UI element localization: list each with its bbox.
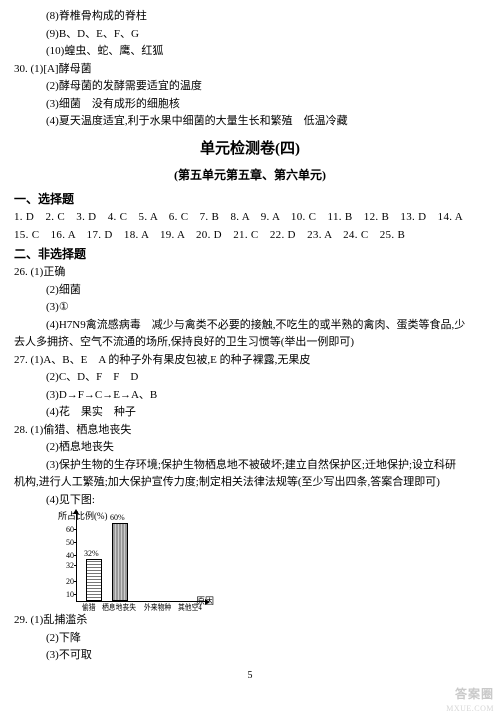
q-line-2: (3)① <box>14 299 486 316</box>
top-line-4: (2)酵母菌的发酵需要适宜的温度 <box>14 78 486 95</box>
bar-label-0: 32% <box>84 548 99 560</box>
top-line-2: (10)蝗虫、蛇、鹰、红狐 <box>14 43 486 60</box>
mc-row-0: 1. D 2. C 3. D 4. C 5. A 6. C 7. B 8. A … <box>14 209 486 226</box>
section-1-heading: 一、选择题 <box>14 190 486 208</box>
xtick-2: 外来物种 <box>144 602 171 614</box>
q-line-7: (3)D→F→C→E→A、B <box>14 387 486 404</box>
q-line-0: 26. (1)正确 <box>14 264 486 281</box>
ytick-5: 10 <box>54 589 74 601</box>
q-line-13: (4)见下图: <box>14 492 486 509</box>
section-2-heading: 二、非选择题 <box>14 245 486 263</box>
q-line-1: (2)细菌 <box>14 282 486 299</box>
xtick-1: 栖息地丧失 <box>102 602 136 614</box>
unit-subtitle: (第五单元第五章、第六单元) <box>14 166 486 184</box>
bar-label-1: 60% <box>110 512 125 524</box>
ytick-3: 32 <box>54 560 74 572</box>
ytick-mark-1 <box>74 542 77 543</box>
ytick-mark-4 <box>74 581 77 582</box>
bar-chart: 所占比例(%) 605040322010 32%60% 偷猎栖息地丧失外来物种其… <box>46 512 486 608</box>
unit-title: 单元检测卷(四) <box>14 138 486 161</box>
ytick-4: 20 <box>54 576 74 588</box>
watermark-url: MXUE.COM <box>446 703 494 715</box>
page-number: 5 <box>14 668 486 683</box>
q-line-6: (2)C、D、F F D <box>14 369 486 386</box>
top-line-5: (3)细菌 没有成形的细胞核 <box>14 96 486 113</box>
top-line-6: (4)夏天温度适宜,利于水果中细菌的大量生长和繁殖 低温冷藏 <box>14 113 486 130</box>
ytick-mark-3 <box>74 565 77 566</box>
chart-xlabel: 原因 <box>196 595 214 609</box>
ytick-mark-2 <box>74 555 77 556</box>
chart-ylabel: 所占比例(%) <box>58 510 108 524</box>
q-line-3: (4)H7N9禽流感病毒 减少与禽类不必要的接触,不吃生的或半熟的禽肉、蛋类等食… <box>14 317 486 334</box>
after-line-1: (2)下降 <box>14 630 486 647</box>
watermark: 答案圈 <box>455 685 494 703</box>
q-line-4: 去人多拥挤、空气不流通的场所,保持良好的卫生习惯等(举出一例即可) <box>14 334 486 351</box>
ytick-mark-0 <box>74 529 77 530</box>
after-line-0: 29. (1)乱捕滥杀 <box>14 612 486 629</box>
q-line-12: 机构,进行人工繁殖;加大保护宣传力度;制定相关法律法规等(至少写出四条,答案合理… <box>14 474 486 491</box>
top-line-1: (9)B、D、E、F、G <box>14 26 486 43</box>
mc-row-1: 15. C 16. A 17. D 18. A 19. A 20. D 21. … <box>14 227 486 244</box>
after-line-2: (3)不可取 <box>14 647 486 664</box>
q-line-9: 28. (1)偷猎、栖息地丧失 <box>14 422 486 439</box>
q-line-11: (3)保护生物的生存环境;保护生物栖息地不被破坏;建立自然保护区;迁地保护;设立… <box>14 457 486 474</box>
xtick-0: 偷猎 <box>82 602 96 614</box>
bar-1 <box>112 523 128 601</box>
q-line-10: (2)栖息地丧失 <box>14 439 486 456</box>
y-axis-arrow-icon <box>73 509 79 514</box>
q-line-8: (4)花 果实 种子 <box>14 404 486 421</box>
ytick-0: 60 <box>54 524 74 536</box>
chart-area: 所占比例(%) 605040322010 32%60% 偷猎栖息地丧失外来物种其… <box>52 512 212 608</box>
top-line-3: 30. (1)[A]酵母菌 <box>14 61 486 78</box>
ytick-1: 50 <box>54 537 74 549</box>
ytick-mark-5 <box>74 594 77 595</box>
y-axis <box>76 512 77 602</box>
bar-0 <box>86 559 102 601</box>
q-line-5: 27. (1)A、B、E A 的种子外有果皮包被,E 的种子裸露,无果皮 <box>14 352 486 369</box>
top-line-0: (8)脊椎骨构成的脊柱 <box>14 8 486 25</box>
